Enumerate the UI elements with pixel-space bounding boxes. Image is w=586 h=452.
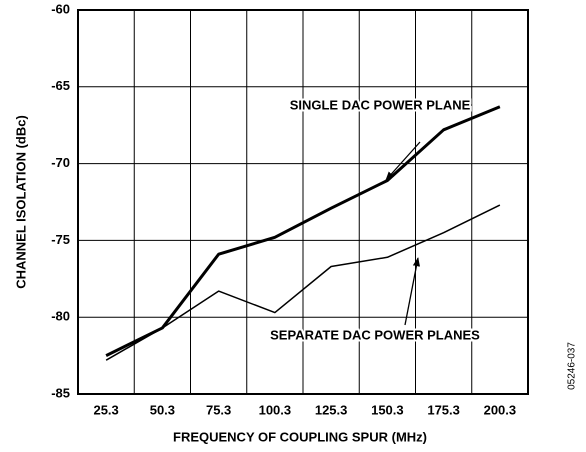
series-label: SEPARATE DAC POWER PLANES — [270, 327, 480, 342]
x-tick-label: 175.3 — [427, 402, 460, 417]
y-tick-label: -70 — [51, 155, 70, 170]
x-tick-label: 75.3 — [206, 402, 231, 417]
annotation-arrow — [385, 141, 421, 181]
x-tick-label: 200.3 — [484, 402, 517, 417]
x-tick-label: 150.3 — [371, 402, 404, 417]
y-tick-label: -60 — [51, 1, 70, 16]
y-tick-label: -85 — [51, 385, 70, 400]
series-line — [105, 105, 501, 357]
plot-frame — [77, 9, 529, 395]
annotation-arrow — [404, 257, 421, 326]
y-tick-label: -80 — [51, 309, 70, 324]
y-axis-label: CHANNEL ISOLATION (dBc) — [13, 115, 28, 289]
series-label: SINGLE DAC POWER PLANE — [290, 97, 471, 112]
series-line — [105, 204, 501, 361]
figure-id: 05246-037 — [567, 342, 578, 390]
y-tick-label: -75 — [51, 232, 70, 247]
x-tick-label: 25.3 — [93, 402, 118, 417]
x-tick-label: 50.3 — [150, 402, 175, 417]
x-axis-label: FREQUENCY OF COUPLING SPUR (MHz) — [173, 429, 427, 444]
x-tick-label: 100.3 — [259, 402, 292, 417]
y-tick-label: -65 — [51, 78, 70, 93]
x-tick-label: 125.3 — [315, 402, 348, 417]
